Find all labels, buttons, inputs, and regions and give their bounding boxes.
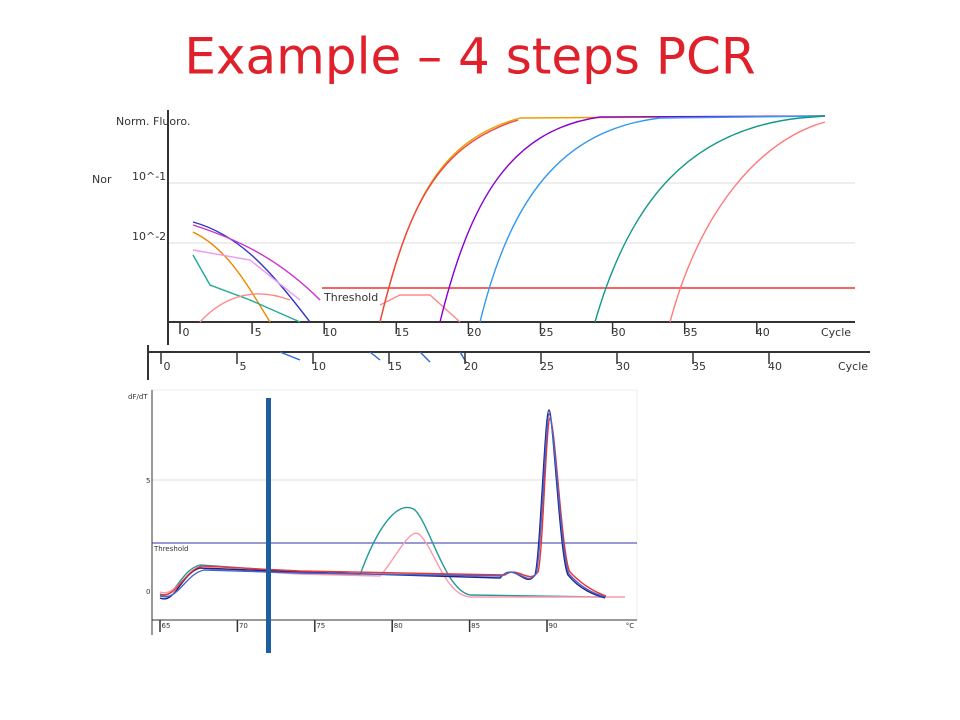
plot-bg <box>168 110 858 322</box>
plot-bg <box>151 389 638 621</box>
x-tick-label: 85 <box>471 622 480 630</box>
curve <box>669 121 826 323</box>
threshold-label: Threshold <box>323 291 378 304</box>
grid <box>168 182 855 244</box>
curve-fragment <box>279 351 467 363</box>
x-label: °C <box>626 622 635 630</box>
x-tick-label: 30 <box>616 360 630 373</box>
curve <box>594 115 826 323</box>
melt-chart: dF/dT 5 0 Threshold <box>128 389 638 653</box>
slide-title: Example – 4 steps PCR <box>184 28 755 86</box>
x-tick-label: 5 <box>255 326 262 339</box>
x-tick-label: 30 <box>612 326 626 339</box>
x-tick-label: 35 <box>684 326 698 339</box>
background-chart: Nor <box>92 173 870 380</box>
x-tick-label: 0 <box>164 360 171 373</box>
y-label: dF/dT <box>128 393 148 401</box>
x-tick-label: 40 <box>768 360 782 373</box>
marker-bar <box>266 398 271 653</box>
threshold-label: Threshold <box>153 545 189 553</box>
x-tick-label: 75 <box>316 622 325 630</box>
curve <box>192 224 321 301</box>
y-tick-label: 10^-1 <box>132 170 166 183</box>
curve <box>479 115 826 323</box>
curve <box>379 119 519 323</box>
curve <box>159 409 606 600</box>
y-label: Nor <box>92 173 112 186</box>
x-label: Cycle <box>838 360 868 373</box>
curve <box>192 221 311 323</box>
x-tick-label: 70 <box>239 622 248 630</box>
y-label: Norm. Fluoro. <box>116 115 190 128</box>
x-tick-label: 25 <box>540 360 554 373</box>
curve <box>192 249 301 301</box>
y-tick-label: 5 <box>146 477 150 485</box>
x-tick-label: 65 <box>162 622 171 630</box>
amplification-chart: Norm. Fluoro. 10^-1 10^-2 Threshold <box>116 110 858 345</box>
x-tick-label: 15 <box>395 326 409 339</box>
x-tick-label: 40 <box>756 326 770 339</box>
x-tick-label: 80 <box>394 622 403 630</box>
curve <box>439 115 826 323</box>
x-tick-label: 25 <box>540 326 554 339</box>
x-tick-label: 20 <box>467 326 481 339</box>
x-tick-label: 90 <box>549 622 558 630</box>
x-label: Cycle <box>821 326 851 339</box>
x-tick-label: 10 <box>323 326 337 339</box>
x-tick-label: 0 <box>183 326 190 339</box>
curve <box>199 293 461 323</box>
x-tick-label: 10 <box>312 360 326 373</box>
x-tick-label: 35 <box>692 360 706 373</box>
x-tick-label: 15 <box>388 360 402 373</box>
curve <box>192 231 271 323</box>
curve <box>159 417 607 597</box>
y-tick-label: 10^-2 <box>132 230 166 243</box>
curve <box>159 506 601 598</box>
curve <box>192 254 301 323</box>
x-tick-label: 5 <box>240 360 247 373</box>
y-tick-label: 0 <box>146 588 150 596</box>
curve <box>159 413 607 598</box>
x-tick-label: 20 <box>464 360 478 373</box>
